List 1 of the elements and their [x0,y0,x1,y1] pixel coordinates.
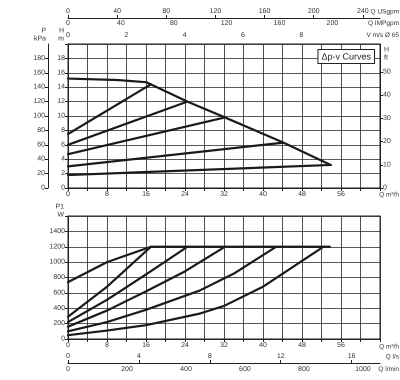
annotation: Δp-v Curves [321,52,372,62]
